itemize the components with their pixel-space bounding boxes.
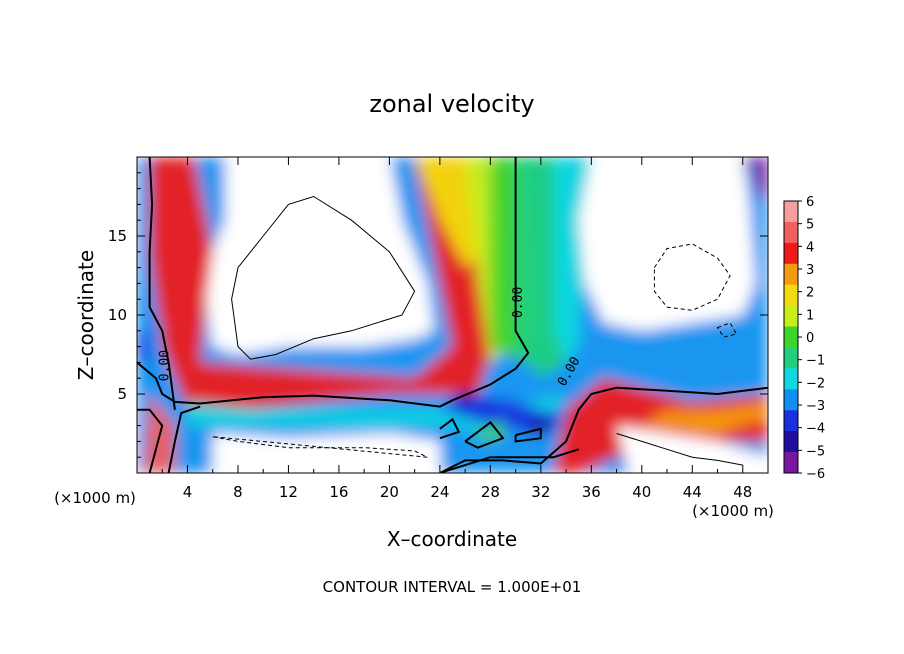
colorbar-swatch xyxy=(784,201,798,223)
field-region xyxy=(641,401,768,434)
colorbar-swatch xyxy=(784,347,798,369)
zero-contour xyxy=(137,157,530,408)
x-tick-label: 4 xyxy=(183,483,193,501)
colorbar-label: 5 xyxy=(806,218,814,233)
y-tick-label: 10 xyxy=(108,306,127,324)
contour-label: 0.00 xyxy=(511,287,526,318)
x-tick-label: 20 xyxy=(380,483,399,501)
colorbar-swatch xyxy=(784,221,798,244)
colorbar-label: −6 xyxy=(806,467,825,482)
x-tick-label: 28 xyxy=(481,483,500,501)
zero-contour xyxy=(464,421,505,449)
colorbar-swatch xyxy=(784,305,798,328)
colorbar-label: −3 xyxy=(806,399,825,414)
field-region xyxy=(452,390,478,407)
undefined-region xyxy=(206,157,434,355)
colorbar-label: 0 xyxy=(806,331,814,346)
zero-contour xyxy=(439,448,579,473)
x-tick-label: 48 xyxy=(733,483,752,501)
zero-contour xyxy=(148,157,176,410)
x-axis-label: X–coordinate xyxy=(387,527,517,551)
field-region xyxy=(137,330,150,363)
y-tick-label: 15 xyxy=(108,227,127,245)
colorbar-label: 6 xyxy=(806,195,814,210)
colorbar: 6 5 4 3 2 1 0 −1 −2 −3 −4 −5 −6 xyxy=(783,195,825,482)
contour-interval-note: CONTOUR INTERVAL = 1.000E+01 xyxy=(323,578,582,596)
colorbar-swatch xyxy=(784,431,798,453)
colorbar-swatch xyxy=(784,368,798,390)
contour-label: 0.00 xyxy=(158,350,173,381)
undefined-region xyxy=(578,157,756,331)
colorbar-swatch xyxy=(784,284,798,307)
negative-contour xyxy=(212,436,428,458)
colorbar-swatch xyxy=(784,389,798,411)
zero-contour xyxy=(439,417,461,440)
x-tick-label: 36 xyxy=(582,483,601,501)
x-axis: 4 8 12 16 20 24 28 32 36 40 44 48 xyxy=(161,157,752,501)
x-tick-label: 40 xyxy=(632,483,651,501)
colorbar-label: −1 xyxy=(806,354,825,369)
colorbar-swatch xyxy=(784,326,798,348)
plot-area: 0.000.000.00 xyxy=(137,157,768,473)
zero-contour xyxy=(137,408,164,473)
field-region xyxy=(137,283,163,394)
colorbar-label: 4 xyxy=(806,240,814,255)
colorbar-label: 2 xyxy=(806,286,814,301)
negative-contour xyxy=(653,243,731,311)
colorbar-label: 3 xyxy=(806,263,814,278)
x-tick-label: 44 xyxy=(683,483,702,501)
contour-lines xyxy=(137,157,768,473)
velocity-field xyxy=(137,157,768,473)
colorbar-swatch xyxy=(784,242,798,265)
x-axis-unit-left: (×1000 m) xyxy=(54,489,136,507)
x-tick-label: 32 xyxy=(531,483,550,501)
colorbar-label: 1 xyxy=(806,308,814,323)
zero-contour xyxy=(514,427,542,443)
x-tick-label: 12 xyxy=(279,483,298,501)
field-region xyxy=(749,157,768,205)
colorbar-swatch xyxy=(784,263,798,286)
field-region xyxy=(414,157,485,268)
undefined-region xyxy=(212,433,440,473)
colorbar-swatch xyxy=(784,410,798,432)
field-region xyxy=(515,157,567,379)
x-axis-unit-right: (×1000 m) xyxy=(692,502,774,520)
x-tick-label: 16 xyxy=(329,483,348,501)
undefined-region xyxy=(616,425,768,473)
contour-line xyxy=(616,433,743,466)
contour-line xyxy=(231,195,416,360)
negative-contour xyxy=(716,322,738,338)
zero-contour xyxy=(167,405,201,473)
y-tick-label: 5 xyxy=(117,385,127,403)
colorbar-label: −5 xyxy=(806,444,825,459)
field-region xyxy=(692,416,731,434)
field-region xyxy=(477,419,503,442)
y-axis-label: Z–coordinate xyxy=(74,250,98,380)
x-tick-label: 24 xyxy=(430,483,449,501)
chart-title: zonal velocity xyxy=(369,90,534,118)
y-axis: 5 10 15 xyxy=(108,172,768,458)
colorbar-swatch xyxy=(784,452,798,474)
x-tick-label: 8 xyxy=(233,483,243,501)
zero-contour xyxy=(439,386,768,473)
field-region xyxy=(187,394,567,434)
colorbar-label: −2 xyxy=(806,376,825,391)
colorbar-label: −4 xyxy=(806,422,825,437)
